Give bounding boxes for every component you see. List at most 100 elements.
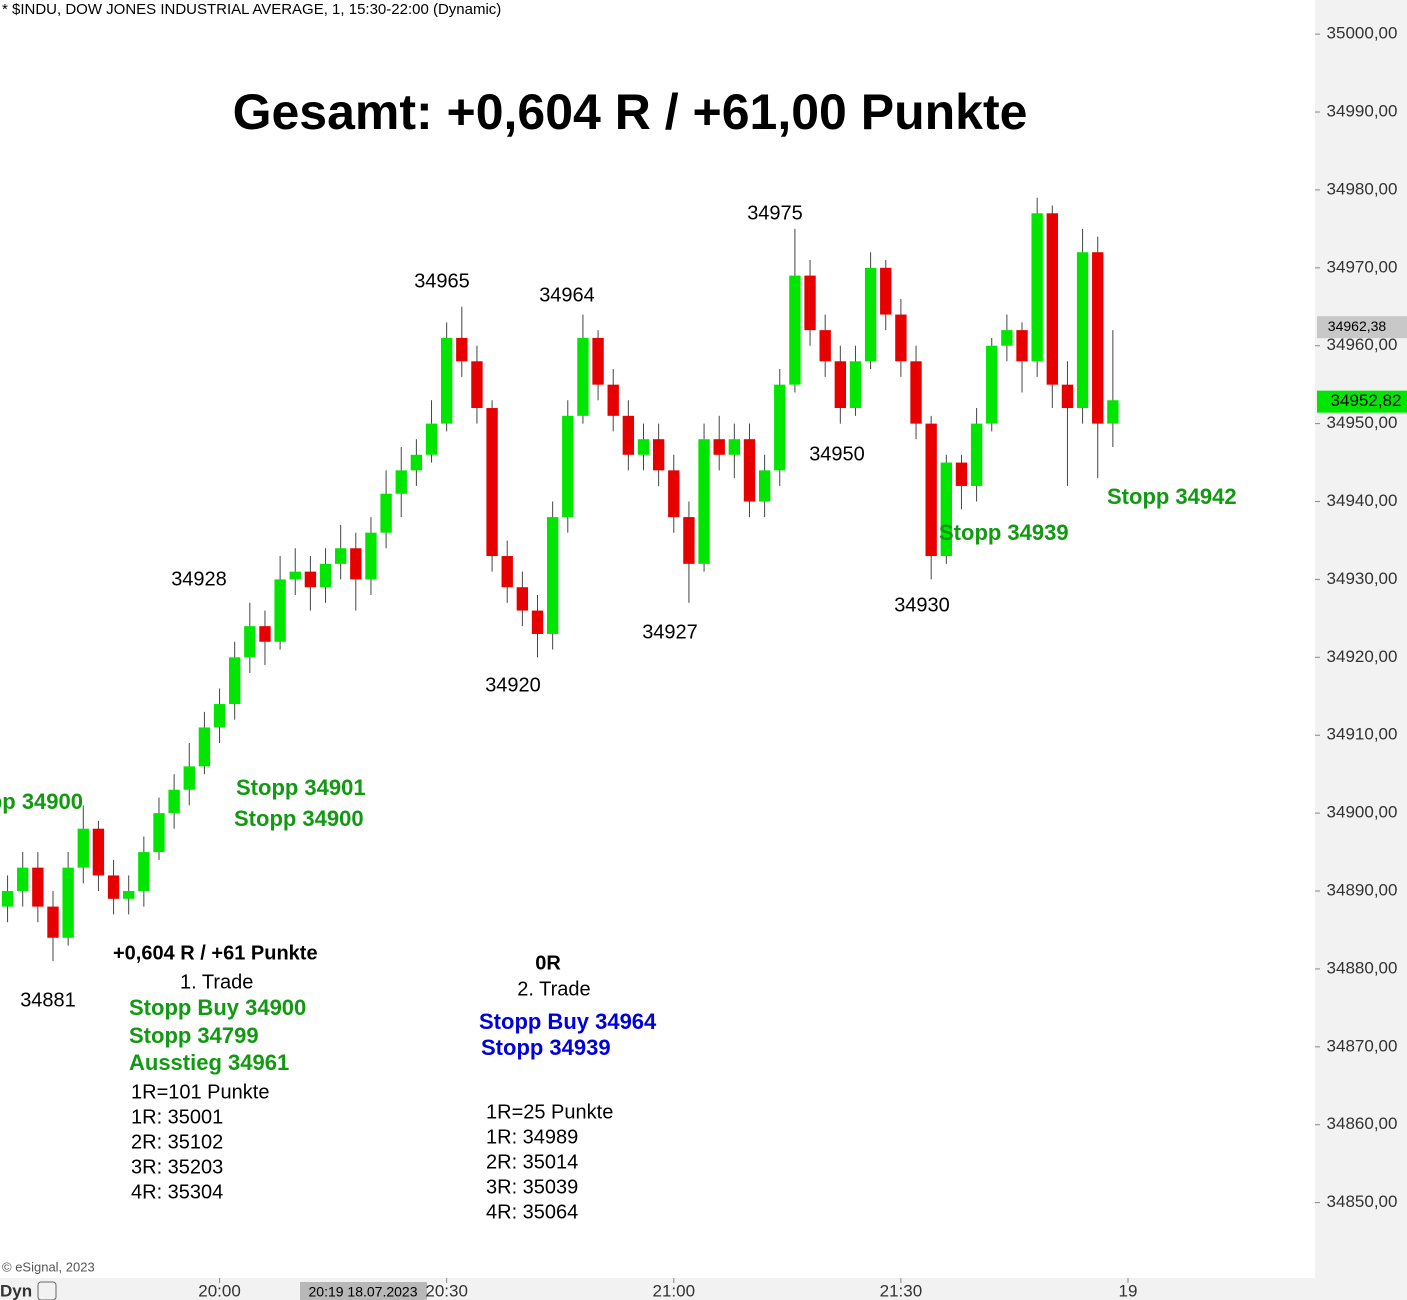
y-tick-label: 34950,00 bbox=[1327, 413, 1398, 432]
y-tick-label: 34860,00 bbox=[1327, 1114, 1398, 1133]
annotation: Stopp Buy 34964 bbox=[479, 1009, 657, 1034]
candle-body bbox=[1001, 330, 1013, 346]
candle-body bbox=[577, 337, 589, 416]
candle-body bbox=[849, 361, 862, 409]
annotation: Stopp 34939 bbox=[939, 520, 1069, 545]
candle-body bbox=[501, 556, 513, 588]
candle-body bbox=[531, 610, 544, 634]
candle-body bbox=[198, 727, 211, 767]
annotation: 34920 bbox=[485, 674, 541, 696]
annotation: 2R: 35102 bbox=[131, 1131, 223, 1153]
annotation: 34881 bbox=[20, 989, 76, 1011]
candle-body bbox=[62, 867, 74, 938]
y-tick-label: 34970,00 bbox=[1327, 257, 1398, 276]
candle-body bbox=[546, 517, 559, 634]
candle-body bbox=[607, 384, 619, 416]
candle-body bbox=[698, 439, 710, 564]
candle-body bbox=[1046, 213, 1058, 385]
annotation: 3R: 35039 bbox=[486, 1176, 578, 1198]
candle-body bbox=[1092, 252, 1104, 424]
y-tick-label: 34940,00 bbox=[1327, 491, 1398, 510]
candle-body bbox=[562, 415, 574, 518]
mode-label[interactable]: Dyn bbox=[0, 1281, 32, 1300]
candle-body bbox=[92, 828, 105, 876]
candle-body bbox=[47, 906, 59, 938]
candle-body bbox=[864, 267, 877, 362]
chart-title: Gesamt: +0,604 R / +61,00 Punkte bbox=[233, 84, 1028, 140]
chart-header: * $INDU, DOW JONES INDUSTRIAL AVERAGE, 1… bbox=[2, 1, 501, 18]
annotation: 0R bbox=[535, 952, 561, 974]
annotation: 2. Trade bbox=[517, 978, 590, 1000]
candle-body bbox=[107, 875, 120, 899]
candle-body bbox=[758, 470, 771, 502]
annotation: 1R=101 Punkte bbox=[131, 1081, 269, 1103]
candle-body bbox=[940, 462, 952, 557]
candle-body bbox=[1107, 400, 1119, 424]
candle-body bbox=[471, 361, 483, 409]
candle-body bbox=[334, 548, 347, 564]
candle-body bbox=[1016, 330, 1028, 362]
annotation: +0,604 R / +61 Punkte bbox=[113, 942, 318, 964]
candle-body bbox=[1031, 213, 1043, 362]
annotation: 34930 bbox=[894, 594, 950, 616]
price-marker bbox=[1317, 390, 1407, 413]
y-tick-label: 34910,00 bbox=[1327, 725, 1398, 744]
annotation: Ausstieg 34961 bbox=[129, 1050, 289, 1075]
y-tick-label: 35000,00 bbox=[1327, 24, 1398, 43]
annotation: 34965 bbox=[414, 270, 470, 292]
candle-body bbox=[516, 587, 529, 611]
x-tick-label: 21:30 bbox=[880, 1281, 923, 1300]
y-tick-label: 34880,00 bbox=[1327, 958, 1398, 977]
annotation: Stopp 34900 bbox=[0, 789, 83, 814]
candle-body bbox=[319, 563, 332, 588]
candle-body bbox=[774, 384, 786, 471]
annotation: 34928 bbox=[171, 568, 227, 590]
candle-body bbox=[486, 408, 498, 557]
x-tick-label: 20:00 bbox=[198, 1281, 241, 1300]
candle-body bbox=[880, 267, 892, 315]
candle-body bbox=[153, 813, 165, 853]
candle-body bbox=[986, 345, 998, 424]
price-marker bbox=[1317, 316, 1407, 339]
price-marker-label: 34962,38 bbox=[1328, 318, 1387, 334]
candle-body bbox=[652, 439, 665, 471]
candle-body bbox=[925, 423, 937, 557]
candle-body bbox=[123, 891, 135, 899]
candle-body bbox=[274, 579, 286, 642]
candle-body bbox=[304, 571, 317, 588]
candle-body bbox=[834, 361, 847, 409]
y-tick-label: 34920,00 bbox=[1327, 647, 1398, 666]
candle-body bbox=[789, 275, 801, 385]
y-tick-label: 34850,00 bbox=[1327, 1192, 1398, 1211]
candle-body bbox=[970, 423, 983, 486]
y-tick-label: 34930,00 bbox=[1327, 569, 1398, 588]
annotation: 1. Trade bbox=[180, 971, 253, 993]
candle-body bbox=[1076, 252, 1089, 409]
annotation: 4R: 35064 bbox=[486, 1201, 578, 1223]
candle-body bbox=[17, 867, 29, 892]
annotation: 1R: 35001 bbox=[131, 1106, 223, 1128]
candle-body bbox=[410, 454, 423, 471]
candle-body bbox=[32, 867, 44, 907]
candle-body bbox=[622, 415, 635, 455]
candle-body bbox=[1, 891, 14, 907]
y-tick-label: 34980,00 bbox=[1327, 179, 1398, 198]
y-tick-label: 34990,00 bbox=[1327, 102, 1398, 121]
candle-body bbox=[955, 462, 968, 486]
copyright: © eSignal, 2023 bbox=[2, 1259, 95, 1274]
x-tick-label: 21:00 bbox=[653, 1281, 696, 1300]
candle-body bbox=[592, 337, 604, 385]
x-tick-label: 19 bbox=[1119, 1281, 1138, 1300]
candle-body bbox=[819, 330, 831, 362]
candle-body bbox=[743, 439, 756, 502]
candle-body bbox=[138, 852, 150, 892]
candle-body bbox=[395, 470, 407, 494]
lock-icon[interactable] bbox=[37, 1281, 57, 1300]
candle-body bbox=[168, 789, 180, 814]
y-tick-label: 34900,00 bbox=[1327, 803, 1398, 822]
candle-body bbox=[229, 657, 241, 705]
annotation: 34950 bbox=[809, 443, 865, 465]
annotation: 1R=25 Punkte bbox=[486, 1101, 613, 1123]
x-tick-label: 20:30 bbox=[425, 1281, 468, 1300]
annotation: Stopp 34901 bbox=[236, 775, 366, 800]
